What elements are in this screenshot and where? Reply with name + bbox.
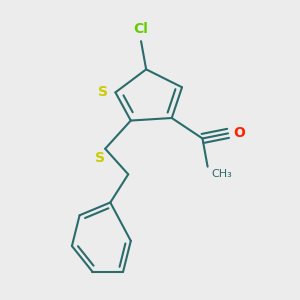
Text: O: O xyxy=(233,126,245,140)
Text: S: S xyxy=(95,151,105,165)
Text: S: S xyxy=(98,85,108,99)
Text: CH₃: CH₃ xyxy=(212,169,232,179)
Text: Cl: Cl xyxy=(134,22,148,36)
